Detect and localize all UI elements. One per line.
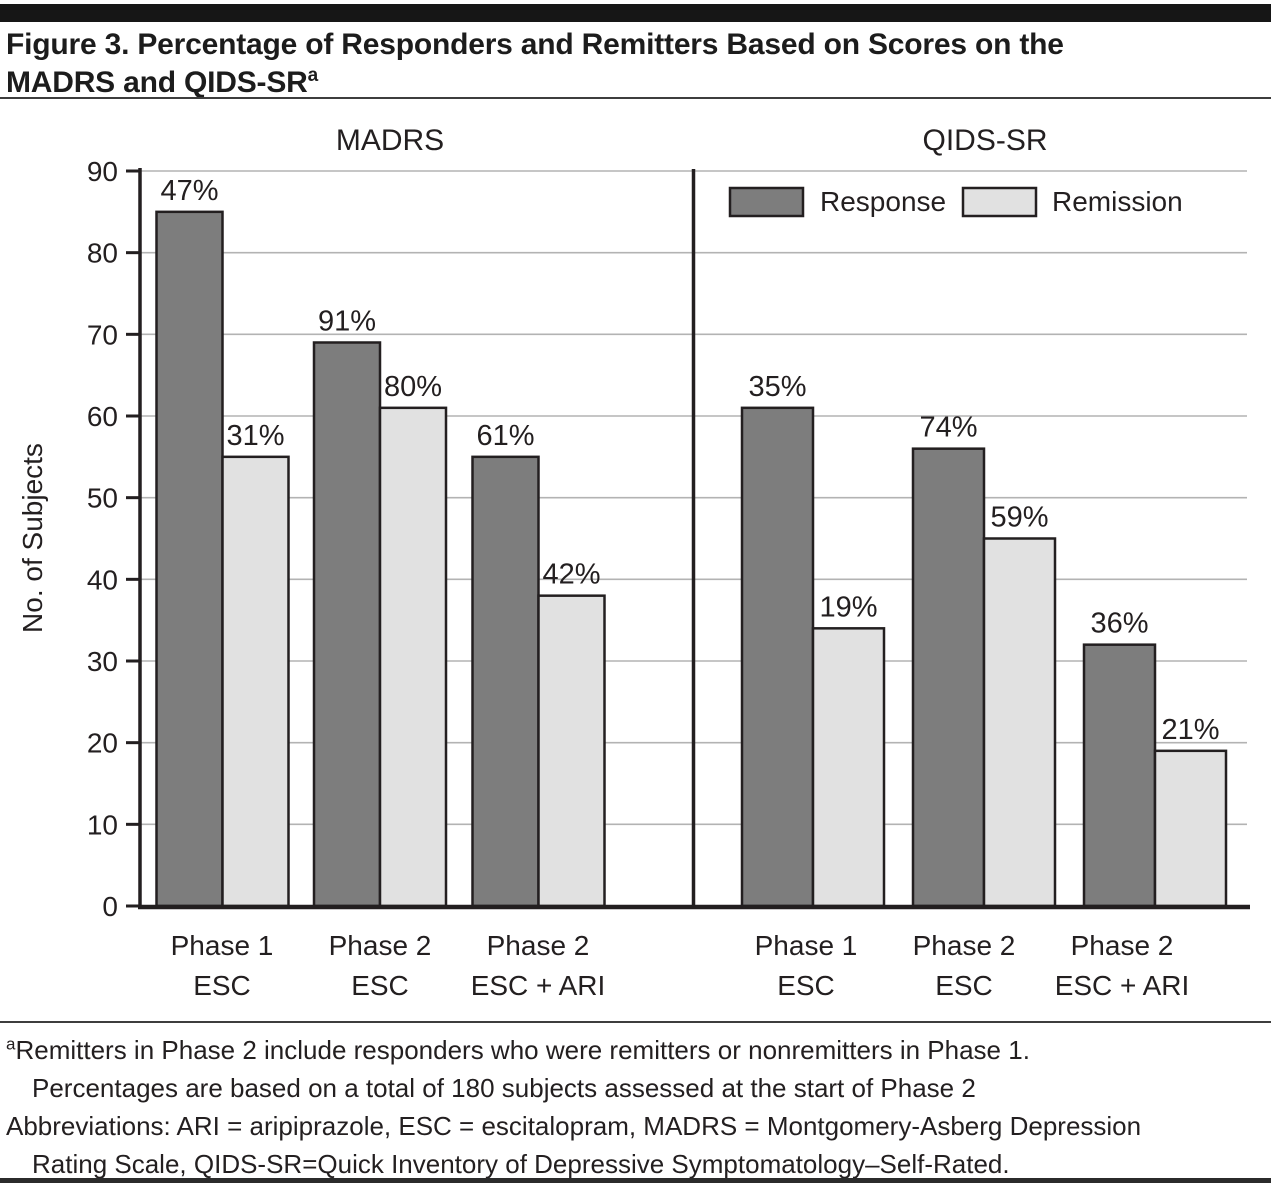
bar-percentage-label: 19%: [819, 591, 877, 623]
bar-percentage-label: 80%: [384, 371, 442, 403]
response-bar: [155, 210, 224, 908]
y-axis-title: No. of Subjects: [17, 443, 48, 633]
x-category-label-phase: Phase 2: [487, 930, 590, 961]
bar-percentage-label: 59%: [990, 501, 1048, 533]
figure-title: Figure 3. Percentage of Responders and R…: [6, 26, 1064, 102]
footnote-line-1: aRemitters in Phase 2 include responders…: [6, 1031, 1266, 1069]
legend-swatch-remission: [961, 186, 1038, 218]
bar-percentage-label: 42%: [542, 559, 600, 591]
bar-percentage-label: 47%: [160, 175, 218, 207]
panel-title: QIDS-SR: [922, 124, 1047, 157]
x-category-label-phase: Phase 1: [171, 930, 274, 961]
response-bar: [312, 341, 382, 908]
y-axis-tick-label: 10: [87, 809, 118, 840]
response-bar: [1082, 643, 1157, 908]
y-axis-tick-label: 80: [87, 238, 118, 269]
footnote-marker: a: [6, 1034, 16, 1054]
y-axis-tick-label: 50: [87, 483, 118, 514]
y-axis-tick-label: 90: [87, 156, 118, 187]
y-axis-tick-label: 40: [87, 564, 118, 595]
remission-bar: [1153, 749, 1228, 908]
bar-percentage-label: 21%: [1161, 714, 1219, 746]
remission-bar: [982, 537, 1057, 908]
top-rule: [0, 4, 1271, 22]
response-bar: [471, 455, 540, 908]
remission-bar: [537, 594, 606, 908]
response-bar: [740, 406, 815, 908]
legend-label-response: Response: [820, 186, 946, 217]
remission-bar: [221, 455, 290, 908]
y-axis-tick-label: 20: [87, 728, 118, 759]
response-bar: [911, 447, 986, 908]
y-axis-tick-label: 70: [87, 319, 118, 350]
title-divider-rule: [0, 97, 1271, 99]
y-axis-tick-label: 0: [102, 891, 118, 922]
x-category-label-phase: Phase 2: [329, 930, 432, 961]
bar-percentage-label: 91%: [318, 305, 376, 337]
footnote-divider-rule: [0, 1021, 1271, 1023]
footnote-line-3: Abbreviations: ARI = aripiprazole, ESC =…: [6, 1111, 1142, 1141]
bar-percentage-label: 36%: [1090, 608, 1148, 640]
bar-percentage-label: 35%: [748, 371, 806, 403]
legend-swatch-response: [728, 186, 805, 218]
footnote-line-4: Rating Scale, QIDS-SR=Quick Inventory of…: [32, 1149, 1010, 1179]
footnote-line-2: Percentages are based on a total of 180 …: [32, 1073, 976, 1103]
footnote-line-1-text: Remitters in Phase 2 include responders …: [15, 1035, 1030, 1065]
bottom-rule: [0, 1178, 1271, 1183]
x-category-label-drug: ESC + ARI: [471, 970, 606, 1001]
x-category-label-drug: ESC: [777, 970, 835, 1001]
figure-title-line2: MADRS and QIDS-SR: [6, 66, 308, 99]
x-category-label-phase: Phase 1: [755, 930, 858, 961]
figure-footnotes: aRemitters in Phase 2 include responders…: [6, 1031, 1266, 1183]
panel-title: MADRS: [336, 124, 444, 157]
legend-label-remission: Remission: [1052, 186, 1183, 217]
figure-title-footnote-marker: a: [307, 65, 319, 86]
x-category-label-drug: ESC: [193, 970, 251, 1001]
remission-bar: [811, 627, 886, 908]
figure-title-line1: Figure 3. Percentage of Responders and R…: [6, 28, 1064, 61]
x-category-label-drug: ESC: [351, 970, 409, 1001]
remission-bar: [378, 406, 448, 908]
y-axis-tick-label: 30: [87, 646, 118, 677]
bar-percentage-label: 31%: [226, 420, 284, 452]
x-category-label-drug: ESC: [935, 970, 993, 1001]
x-category-label-phase: Phase 2: [1071, 930, 1174, 961]
x-category-label-phase: Phase 2: [913, 930, 1016, 961]
x-category-label-drug: ESC + ARI: [1055, 970, 1190, 1001]
bar-percentage-label: 61%: [476, 420, 534, 452]
y-axis-tick-label: 60: [87, 401, 118, 432]
bar-percentage-label: 74%: [919, 412, 977, 444]
